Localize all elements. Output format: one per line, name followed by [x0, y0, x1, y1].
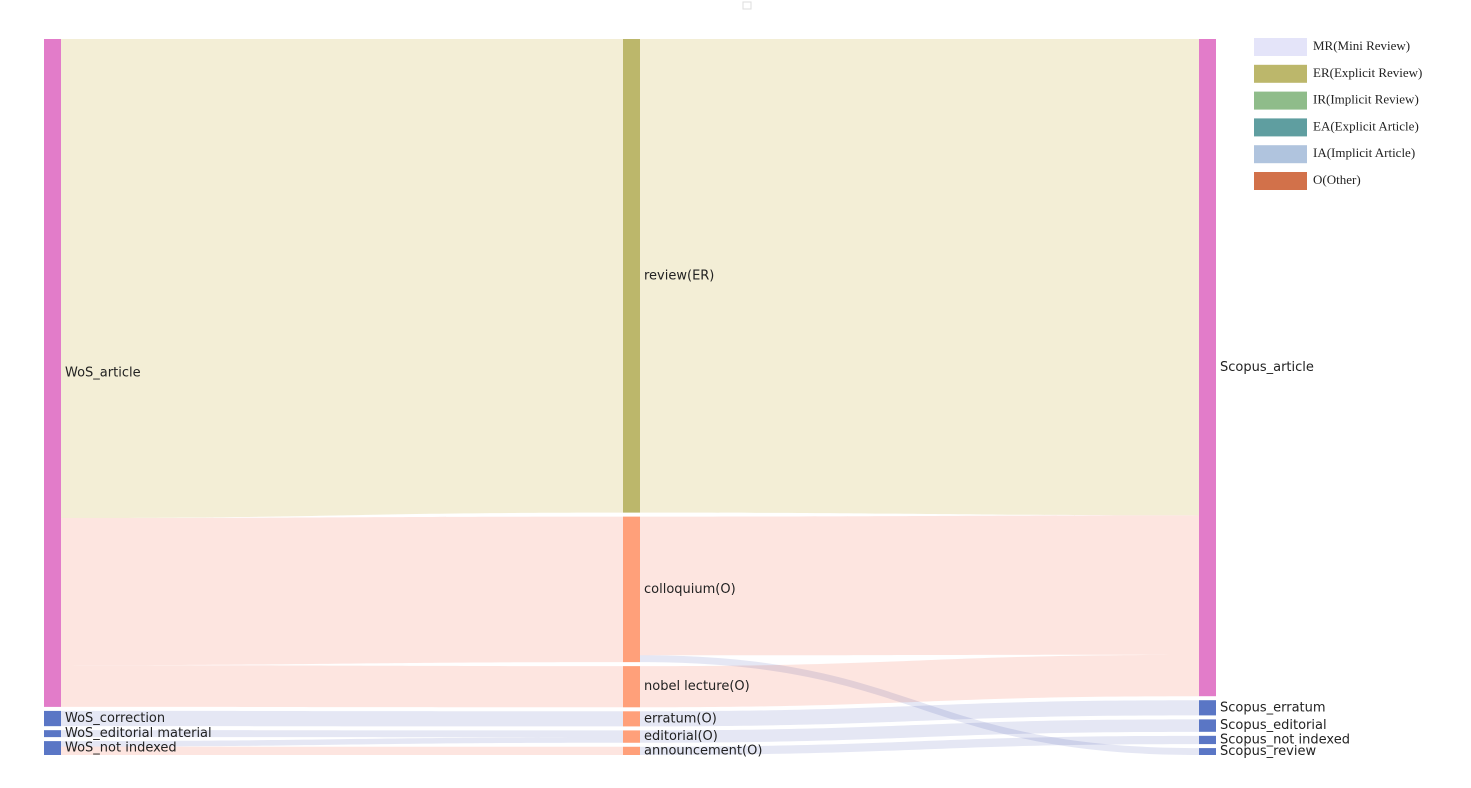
node-scopus-editorial[interactable]	[1199, 719, 1216, 732]
link-wos-notindexed-to-editorial[interactable]	[61, 737, 623, 747]
link-wos-correction-to-erratum[interactable]	[61, 710, 623, 727]
legend-label-er-explicit-review: ER(Explicit Review)	[1313, 65, 1422, 80]
links-layer	[61, 39, 1199, 755]
node-label-scopus-notindexed: Scopus_not indexed	[1220, 732, 1350, 747]
legend-swatch-o-other[interactable]	[1254, 172, 1307, 190]
legend-label-mr-mini-review: MR(Mini Review)	[1313, 38, 1410, 53]
link-wos-editorial-to-editorial[interactable]	[61, 730, 623, 738]
node-wos-editorial[interactable]	[44, 730, 61, 738]
node-wos-correction[interactable]	[44, 710, 61, 727]
node-wos-notindexed[interactable]	[44, 741, 61, 755]
node-label-erratum: erratum(O)	[644, 711, 717, 726]
link-colloquium-to-scopus-article[interactable]	[640, 515, 1199, 656]
link-announcement-to-scopus-notindexed[interactable]	[640, 735, 1199, 755]
node-erratum[interactable]	[623, 711, 640, 727]
node-label-scopus-editorial: Scopus_editorial	[1220, 718, 1327, 733]
link-wos-article-to-review[interactable]	[61, 39, 623, 519]
node-scopus-article[interactable]	[1199, 39, 1216, 697]
link-editorial-to-scopus-editorial[interactable]	[640, 719, 1199, 743]
legend-label-ir-implicit-review: IR(Implicit Review)	[1313, 92, 1419, 107]
toolbar-marker	[742, 1, 752, 10]
legend-swatch-ia-implicit-article[interactable]	[1254, 145, 1307, 164]
link-wos-article-to-colloquium[interactable]	[61, 516, 623, 666]
node-label-announcement: announcement(O)	[644, 743, 762, 758]
legend-swatch-ea-explicit-article[interactable]	[1254, 118, 1307, 137]
node-label-editorial: editorial(O)	[644, 729, 718, 744]
node-review[interactable]	[623, 39, 640, 513]
legend: MR(Mini Review) ER(Explicit Review) IR(Imp…	[1254, 38, 1422, 190]
link-nobel-to-scopus-article[interactable]	[640, 654, 1199, 708]
node-nobel[interactable]	[623, 666, 640, 708]
node-label-scopus-erratum: Scopus_erratum	[1220, 700, 1326, 715]
legend-swatch-ir-implicit-review[interactable]	[1254, 91, 1307, 110]
node-label-scopus-article: Scopus_article	[1220, 360, 1314, 375]
node-colloquium[interactable]	[623, 516, 640, 663]
legend-label-ia-implicit-article: IA(Implicit Article)	[1313, 145, 1415, 160]
legend-swatch-er-explicit-review[interactable]	[1254, 64, 1307, 83]
node-label-wos-article: WoS_article	[65, 365, 141, 380]
node-label-wos-notindexed: WoS_not indexed	[65, 741, 177, 756]
node-label-review: review(ER)	[644, 268, 714, 283]
legend-swatch-mr-mini-review[interactable]	[1254, 38, 1307, 56]
legend-label-o-other: O(Other)	[1313, 172, 1361, 187]
node-label-scopus-review: Scopus_review	[1220, 744, 1316, 759]
node-scopus-notindexed[interactable]	[1199, 735, 1216, 745]
node-scopus-review[interactable]	[1199, 748, 1216, 755]
node-wos-article[interactable]	[44, 39, 61, 707]
node-label-wos-correction: WoS_correction	[65, 711, 165, 726]
node-label-colloquium: colloquium(O)	[644, 582, 736, 597]
node-scopus-erratum[interactable]	[1199, 700, 1216, 716]
node-editorial[interactable]	[623, 730, 640, 743]
legend-label-ea-explicit-article: EA(Explicit Article)	[1313, 118, 1419, 133]
node-label-wos-editorial: WoS_editorial material	[65, 726, 212, 741]
link-review-to-scopus-article[interactable]	[640, 39, 1199, 516]
link-wos-notindexed-to-announcement[interactable]	[61, 746, 623, 755]
link-wos-article-to-nobel[interactable]	[61, 665, 623, 708]
link-colloquium-to-scopus-review[interactable]	[640, 655, 1199, 755]
link-erratum-to-scopus-erratum[interactable]	[640, 700, 1199, 727]
node-label-nobel: nobel lecture(O)	[644, 679, 750, 694]
node-announcement[interactable]	[623, 746, 640, 755]
